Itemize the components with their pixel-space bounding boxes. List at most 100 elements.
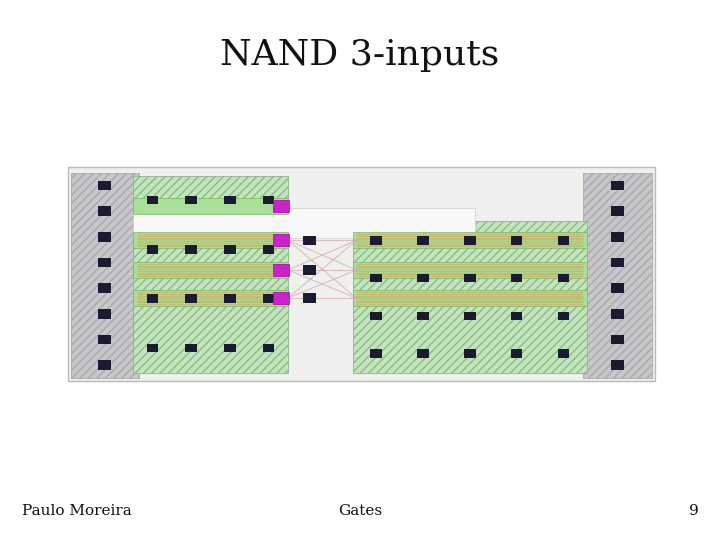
Bar — [263, 294, 274, 303]
Bar — [303, 265, 316, 275]
Bar — [557, 274, 569, 282]
Bar — [418, 274, 429, 282]
Bar — [71, 173, 139, 378]
Bar — [224, 245, 235, 254]
Bar — [133, 232, 288, 248]
Bar — [370, 312, 382, 320]
Bar — [370, 312, 382, 320]
Bar — [186, 245, 197, 254]
Bar — [98, 181, 111, 191]
Bar — [186, 196, 197, 205]
Bar — [98, 360, 111, 370]
Bar — [370, 274, 382, 282]
Bar — [273, 200, 289, 212]
Bar — [224, 196, 235, 205]
Bar — [611, 206, 624, 216]
Bar — [611, 258, 624, 267]
Bar — [370, 349, 382, 358]
Bar — [133, 262, 288, 278]
Bar — [133, 290, 288, 306]
Bar — [370, 236, 382, 245]
Bar — [418, 312, 429, 320]
Bar — [273, 234, 289, 246]
Bar — [557, 236, 569, 245]
Bar — [263, 343, 274, 352]
Bar — [464, 349, 475, 358]
Bar — [224, 294, 235, 303]
Bar — [147, 196, 158, 205]
Bar — [557, 349, 569, 358]
Bar — [133, 176, 288, 373]
Bar — [186, 196, 197, 205]
Bar — [273, 292, 289, 304]
Bar — [464, 274, 475, 282]
Bar — [263, 343, 274, 352]
Bar — [370, 236, 382, 245]
Bar — [263, 196, 274, 205]
Bar — [263, 245, 274, 254]
Bar — [511, 274, 523, 282]
Bar — [147, 294, 158, 303]
Bar — [147, 245, 158, 254]
Bar — [186, 343, 197, 352]
Bar — [557, 312, 569, 320]
Bar — [224, 343, 235, 352]
Text: NAND 3-inputs: NAND 3-inputs — [220, 38, 500, 72]
Bar — [464, 236, 475, 245]
Bar — [353, 262, 587, 278]
Bar — [263, 196, 274, 205]
Bar — [353, 221, 587, 373]
Bar — [147, 343, 158, 352]
Bar — [263, 245, 274, 254]
Bar — [611, 181, 624, 191]
Bar — [133, 208, 475, 238]
Bar — [611, 360, 624, 370]
Bar — [353, 290, 587, 306]
Bar — [511, 349, 523, 358]
Bar — [98, 206, 111, 216]
Bar — [464, 312, 475, 320]
Bar — [418, 312, 429, 320]
Bar — [557, 236, 569, 245]
Bar — [511, 312, 523, 320]
Bar — [353, 232, 587, 248]
Bar — [370, 349, 382, 358]
Bar — [186, 245, 197, 254]
Bar — [418, 274, 429, 282]
Bar — [464, 312, 475, 320]
Bar — [511, 236, 523, 245]
Bar — [98, 309, 111, 319]
Bar — [557, 349, 569, 358]
Bar — [557, 274, 569, 282]
Bar — [273, 264, 289, 276]
Bar — [68, 167, 655, 381]
Bar — [511, 312, 523, 320]
Bar — [263, 294, 274, 303]
Bar — [147, 294, 158, 303]
Bar — [147, 343, 158, 352]
Bar — [303, 293, 316, 303]
Bar — [611, 284, 624, 293]
Bar — [186, 343, 197, 352]
Bar — [98, 232, 111, 242]
Bar — [464, 274, 475, 282]
Bar — [418, 236, 429, 245]
Bar — [611, 335, 624, 345]
Bar — [147, 196, 158, 205]
Bar — [133, 198, 288, 214]
Bar — [511, 349, 523, 358]
Bar — [224, 196, 235, 205]
Bar — [98, 258, 111, 267]
Text: Gates: Gates — [338, 504, 382, 518]
Bar — [147, 245, 158, 254]
Bar — [186, 294, 197, 303]
Text: Paulo Moreira: Paulo Moreira — [22, 504, 131, 518]
Bar — [611, 309, 624, 319]
Bar — [464, 349, 475, 358]
Bar — [98, 335, 111, 345]
Bar — [511, 236, 523, 245]
Bar — [418, 349, 429, 358]
Bar — [511, 274, 523, 282]
Bar — [611, 232, 624, 242]
Bar — [583, 173, 652, 378]
